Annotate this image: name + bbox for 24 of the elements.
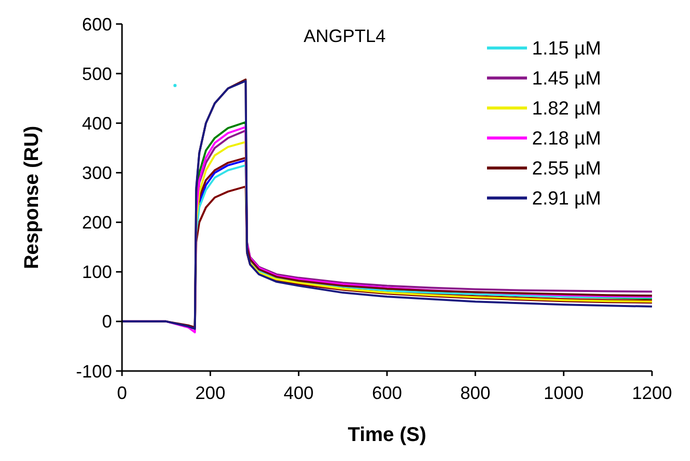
y-axis-title: Response (RU) [21, 126, 43, 270]
x-tick-label: 0 [116, 383, 128, 403]
x-tick-label: 400 [284, 383, 314, 403]
x-tick-label: 1000 [544, 383, 584, 403]
legend-label: 2.55 µM [532, 158, 602, 180]
y-tick-label: 100 [82, 262, 112, 282]
legend-label: 1.45 µM [532, 68, 602, 90]
y-tick-label: 600 [82, 14, 112, 34]
x-tick-label: 200 [195, 383, 226, 403]
x-tick-label: 600 [372, 383, 402, 403]
chart-title: ANGPTL4 [304, 26, 386, 46]
x-tick-label: 800 [460, 383, 490, 403]
x-axis-title: Time (S) [348, 424, 426, 446]
y-tick-label: 200 [82, 212, 112, 233]
y-tick-label: -100 [76, 361, 112, 382]
y-tick-label: 300 [82, 163, 112, 184]
legend-label: 1.15 µM [532, 38, 602, 60]
y-tick-label: 400 [82, 113, 112, 134]
legend-label: 2.18 µM [532, 128, 602, 150]
legend-label: 1.82 µM [532, 98, 602, 120]
y-tick-label: 0 [102, 312, 112, 332]
y-tick-label: 500 [82, 64, 112, 84]
legend-label: 2.91 µM [532, 188, 602, 210]
x-tick-label: 1200 [632, 383, 672, 403]
